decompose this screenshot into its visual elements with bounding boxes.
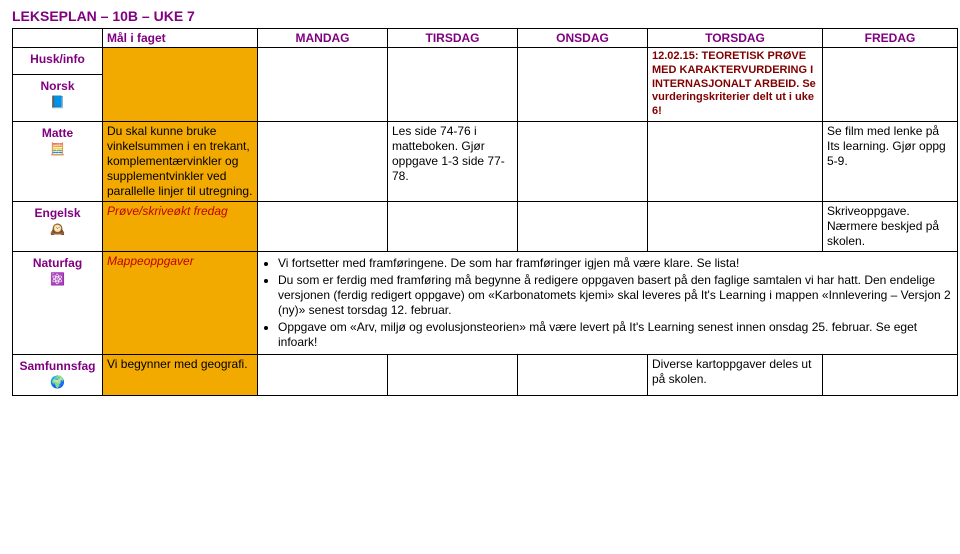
- engelsk-tue: [388, 201, 518, 251]
- globe-icon: 🌍: [15, 375, 100, 389]
- col-subject-blank: [13, 29, 103, 48]
- samfunnsfag-label: Samfunnsfag: [19, 359, 95, 373]
- samfunnsfag-wed: [518, 354, 648, 395]
- col-thu: TORSDAG: [648, 29, 823, 48]
- calculator-icon: 🧮: [15, 142, 100, 156]
- huskinfo-wed: [518, 48, 648, 122]
- huskinfo-thu-text: 12.02.15: TEORETISK PRØVE MED KARAKTERVU…: [652, 50, 818, 119]
- huskinfo-mon: [258, 48, 388, 122]
- huskinfo-label: Husk/info: [30, 52, 85, 66]
- huskinfo-fri: [823, 48, 958, 122]
- table-header-row: Mål i faget MANDAG TIRSDAG ONSDAG TORSDA…: [13, 29, 958, 48]
- subject-engelsk: Engelsk 🕰️: [13, 201, 103, 251]
- col-tue: TIRSDAG: [388, 29, 518, 48]
- matte-fri: Se film med lenke på Its learning. Gjør …: [823, 121, 958, 201]
- col-goal: Mål i faget: [103, 29, 258, 48]
- col-wed: ONSDAG: [518, 29, 648, 48]
- huskinfo-tue: [388, 48, 518, 122]
- naturfag-bullet: Du som er ferdig med framføring må begyn…: [278, 273, 953, 318]
- engelsk-label: Engelsk: [34, 206, 80, 220]
- col-fri: FREDAG: [823, 29, 958, 48]
- naturfag-goal: Mappeoppgaver: [103, 251, 258, 354]
- naturfag-week: Vi fortsetter med framføringene. De som …: [258, 251, 958, 354]
- subject-norsk: Norsk 📘: [13, 74, 103, 121]
- col-mon: MANDAG: [258, 29, 388, 48]
- atom-icon: ⚛️: [15, 272, 100, 286]
- samfunnsfag-mon: [258, 354, 388, 395]
- naturfag-goal-text: Mappeoppgaver: [107, 254, 194, 268]
- samfunnsfag-goal: Vi begynner med geografi.: [103, 354, 258, 395]
- samfunnsfag-thu: Diverse kartoppgaver deles ut på skolen.: [648, 354, 823, 395]
- book-icon: 📘: [15, 95, 100, 109]
- engelsk-goal-text: Prøve/skriveøkt fredag: [107, 204, 228, 218]
- naturfag-bullet: Vi fortsetter med framføringene. De som …: [278, 256, 953, 271]
- lekseplan-table: Mål i faget MANDAG TIRSDAG ONSDAG TORSDA…: [12, 28, 958, 396]
- matte-mon: [258, 121, 388, 201]
- naturfag-bullet: Oppgave om «Arv, miljø og evolusjonsteor…: [278, 320, 953, 350]
- matte-wed: [518, 121, 648, 201]
- bigben-icon: 🕰️: [15, 222, 100, 236]
- engelsk-wed: [518, 201, 648, 251]
- row-engelsk: Engelsk 🕰️ Prøve/skriveøkt fredag Skrive…: [13, 201, 958, 251]
- row-huskinfo: Husk/info 12.02.15: TEORETISK PRØVE MED …: [13, 48, 958, 75]
- subject-naturfag: Naturfag ⚛️: [13, 251, 103, 354]
- matte-tue: Les side 74-76 i matteboken. Gjør oppgav…: [388, 121, 518, 201]
- samfunnsfag-fri: [823, 354, 958, 395]
- subject-samfunnsfag: Samfunnsfag 🌍: [13, 354, 103, 395]
- row-naturfag: Naturfag ⚛️ Mappeoppgaver Vi fortsetter …: [13, 251, 958, 354]
- row-matte: Matte 🧮 Du skal kunne bruke vinkelsummen…: [13, 121, 958, 201]
- row-samfunnsfag: Samfunnsfag 🌍 Vi begynner med geografi. …: [13, 354, 958, 395]
- naturfag-label: Naturfag: [33, 256, 82, 270]
- page-title: LEKSEPLAN – 10B – UKE 7: [12, 8, 948, 24]
- norsk-label: Norsk: [40, 79, 74, 93]
- huskinfo-thu: 12.02.15: TEORETISK PRØVE MED KARAKTERVU…: [648, 48, 823, 122]
- matte-thu: [648, 121, 823, 201]
- huskinfo-label-cell: Husk/info: [13, 48, 103, 75]
- matte-goal: Du skal kunne bruke vinkelsummen i en tr…: [103, 121, 258, 201]
- samfunnsfag-tue: [388, 354, 518, 395]
- engelsk-thu: [648, 201, 823, 251]
- naturfag-bullets: Vi fortsetter med framføringene. De som …: [262, 256, 953, 350]
- engelsk-goal: Prøve/skriveøkt fredag: [103, 201, 258, 251]
- engelsk-fri: Skriveoppgave. Nærmere beskjed på skolen…: [823, 201, 958, 251]
- subject-matte: Matte 🧮: [13, 121, 103, 201]
- huskinfo-goal-cell: [103, 48, 258, 122]
- engelsk-mon: [258, 201, 388, 251]
- matte-label: Matte: [42, 126, 73, 140]
